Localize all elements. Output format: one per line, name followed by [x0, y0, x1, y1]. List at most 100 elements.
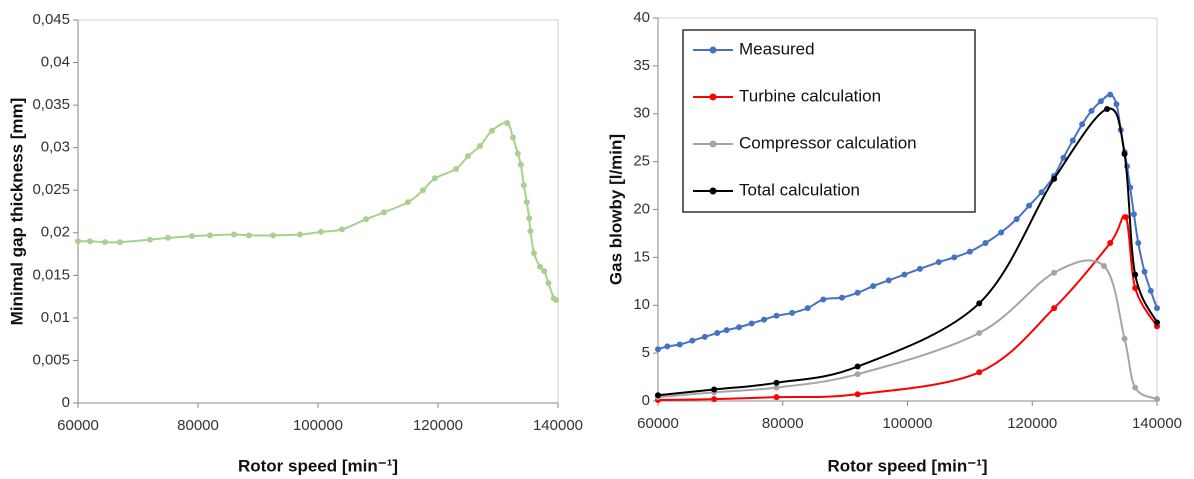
marker: [526, 215, 533, 222]
x-axis-title: Rotor speed [min⁻¹]: [827, 456, 987, 475]
marker: [381, 209, 387, 216]
marker: [1113, 101, 1120, 108]
marker: [854, 371, 861, 378]
marker: [1154, 319, 1160, 326]
legend-marker: [709, 140, 717, 148]
chart: 0 5 10 15 20 25 30 35 40 60000 80000 100000 120000 14…: [606, 9, 1182, 476]
x-tick-label: 100000: [882, 415, 932, 432]
marker: [1130, 211, 1137, 218]
marker: [432, 175, 438, 182]
marker: [689, 337, 696, 344]
marker: [998, 229, 1005, 236]
x-tick-label: 140000: [1132, 415, 1182, 432]
y-tick-label: 0,045: [32, 11, 70, 28]
marker: [1154, 396, 1160, 403]
y-axis-title: Gas blowby [l/min]: [606, 134, 625, 285]
marker: [748, 320, 755, 327]
marker: [820, 296, 827, 303]
marker: [1097, 98, 1104, 105]
marker: [1079, 121, 1086, 128]
marker: [453, 165, 459, 172]
line: [657, 214, 1158, 402]
marker: [966, 248, 973, 255]
marker: [854, 289, 861, 296]
x-tick-label: 140000: [533, 417, 583, 434]
marker: [246, 232, 252, 239]
y-tick-label: 0,025: [32, 181, 70, 198]
marker: [1132, 384, 1139, 391]
marker: [1038, 189, 1045, 196]
marker: [1121, 335, 1128, 342]
x-tick-label: 80000: [762, 415, 804, 432]
marker: [553, 297, 560, 304]
marker: [711, 386, 718, 393]
marker: [297, 231, 303, 238]
marker: [1141, 268, 1148, 275]
y-tick-label: 25: [633, 153, 650, 170]
marker: [520, 182, 527, 189]
marker: [723, 327, 730, 334]
marker: [87, 238, 93, 245]
legend-marker: [709, 187, 717, 195]
x-axis-title: Rotor speed [min⁻¹]: [238, 456, 398, 475]
marker: [870, 283, 877, 290]
marker: [1060, 154, 1067, 161]
x-tick-label: 80000: [177, 417, 219, 434]
marker: [1107, 240, 1114, 247]
marker: [885, 277, 892, 284]
y-axis-title: Minimal gap thickness [mm]: [7, 98, 26, 326]
y-tick-label: 0,035: [32, 96, 70, 113]
marker: [714, 330, 721, 337]
x-tick-label: 100000: [293, 417, 343, 434]
marker: [761, 316, 768, 323]
marker: [1122, 214, 1129, 221]
marker: [1154, 305, 1160, 312]
marker: [1135, 240, 1142, 247]
legend-marker: [709, 46, 717, 54]
y-tick-label: 0: [62, 394, 70, 411]
marker: [951, 254, 958, 261]
legend-label: Turbine calculation: [739, 86, 881, 105]
marker: [976, 330, 983, 337]
marker: [773, 379, 780, 386]
marker: [189, 233, 195, 240]
plot-frame: [77, 19, 559, 404]
marker: [465, 153, 471, 160]
y-tick-label: 30: [633, 105, 650, 122]
line: [657, 259, 1158, 401]
legend-label: Measured: [739, 39, 815, 58]
marker: [405, 199, 411, 206]
marker: [318, 228, 324, 235]
y-tick-label: 40: [633, 9, 650, 26]
marker: [935, 259, 942, 266]
marker: [711, 396, 718, 403]
y-tick-label: 5: [642, 344, 650, 361]
marker: [773, 312, 780, 319]
marker: [489, 127, 495, 134]
marker: [1069, 137, 1076, 144]
marker: [527, 228, 534, 235]
marker: [165, 234, 171, 241]
marker: [531, 250, 537, 257]
marker: [773, 384, 780, 391]
marker: [901, 271, 908, 278]
x-tick-label: 60000: [637, 415, 679, 432]
marker: [117, 239, 123, 246]
legend-marker: [709, 93, 717, 101]
y-tick-label: 0,015: [32, 266, 70, 283]
marker: [854, 391, 861, 398]
marker: [523, 199, 530, 206]
marker: [1026, 202, 1033, 209]
marker: [1100, 262, 1107, 269]
x-tick-label: 120000: [413, 417, 463, 434]
y-tick-label: 0: [642, 392, 650, 409]
marker: [655, 392, 661, 399]
marker: [664, 343, 671, 350]
marker: [736, 324, 743, 331]
marker: [1147, 287, 1154, 294]
marker: [147, 236, 153, 243]
marker: [517, 161, 524, 168]
marker: [839, 294, 846, 301]
marker: [514, 150, 521, 157]
